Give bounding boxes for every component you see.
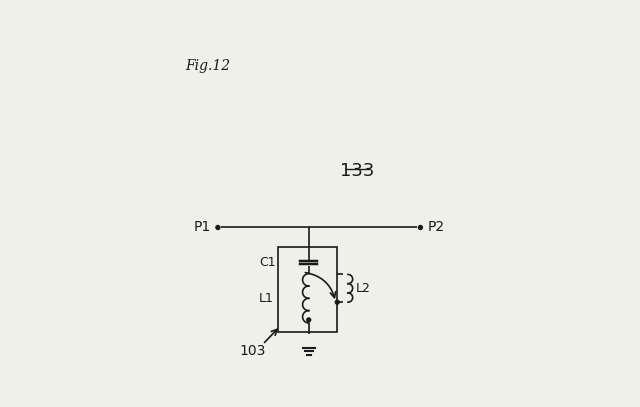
Text: L2: L2 [356,282,371,295]
Text: 133: 133 [340,162,374,180]
Bar [278,247,337,332]
Text: C1: C1 [259,256,276,269]
Text: L1: L1 [259,292,274,305]
Text: 103: 103 [239,344,266,358]
Text: P2: P2 [428,221,444,234]
Text: Fig.12: Fig.12 [186,59,230,73]
Circle shape [335,300,339,304]
Circle shape [307,318,310,322]
Circle shape [215,225,221,230]
Circle shape [418,225,423,230]
Text: P1: P1 [194,221,211,234]
